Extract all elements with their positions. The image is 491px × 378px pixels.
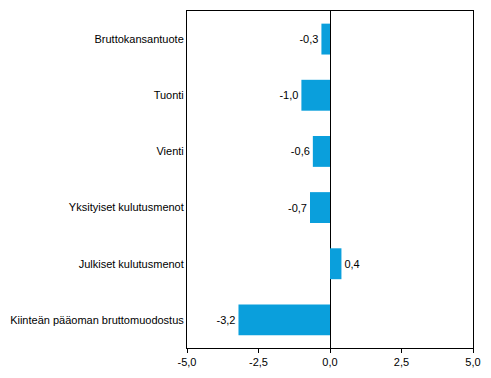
svg-text:-2,5: -2,5 bbox=[249, 356, 268, 368]
svg-text:Julkiset kulutusmenot: Julkiset kulutusmenot bbox=[79, 258, 184, 270]
svg-text:-0,6: -0,6 bbox=[291, 145, 310, 157]
svg-text:0,0: 0,0 bbox=[322, 356, 337, 368]
svg-text:0,4: 0,4 bbox=[344, 258, 359, 270]
svg-text:Bruttokansantuote: Bruttokansantuote bbox=[95, 33, 184, 45]
svg-text:2,5: 2,5 bbox=[394, 356, 409, 368]
svg-text:Tuonti: Tuonti bbox=[154, 89, 184, 101]
svg-text:Vienti: Vienti bbox=[156, 145, 183, 157]
svg-text:-5,0: -5,0 bbox=[178, 356, 197, 368]
svg-text:5,0: 5,0 bbox=[465, 356, 480, 368]
svg-text:-0,7: -0,7 bbox=[288, 202, 307, 214]
svg-text:-0,3: -0,3 bbox=[299, 33, 318, 45]
svg-text:-1,0: -1,0 bbox=[279, 89, 298, 101]
svg-text:-3,2: -3,2 bbox=[217, 314, 236, 326]
svg-text:Kiinteän pääoman bruttomuodost: Kiinteän pääoman bruttomuodostus bbox=[10, 314, 184, 326]
svg-text:Yksityiset kulutusmenot: Yksityiset kulutusmenot bbox=[69, 201, 184, 213]
